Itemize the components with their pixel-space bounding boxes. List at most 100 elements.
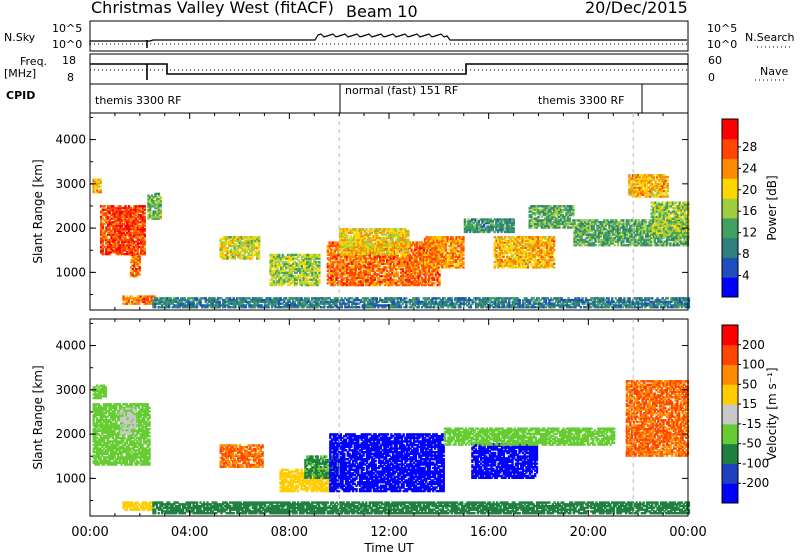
power-cell bbox=[134, 222, 138, 226]
power-cell bbox=[156, 205, 159, 208]
power-cell bbox=[140, 229, 143, 233]
power-cell bbox=[281, 275, 284, 278]
power-cell bbox=[138, 257, 141, 260]
power-cell bbox=[326, 252, 330, 255]
power-cell bbox=[286, 275, 290, 278]
power-cell bbox=[149, 203, 152, 206]
power-cell bbox=[115, 224, 119, 227]
power-cell bbox=[342, 260, 345, 264]
power-cell bbox=[99, 178, 102, 181]
power-cell bbox=[108, 222, 112, 226]
power-cell bbox=[552, 262, 556, 266]
power-cell bbox=[331, 266, 335, 269]
power-cell bbox=[99, 221, 103, 224]
power-cell bbox=[120, 219, 124, 222]
power-cell bbox=[124, 252, 127, 256]
power-cell bbox=[157, 203, 161, 206]
power-cell bbox=[136, 295, 139, 298]
power-cell bbox=[274, 282, 277, 285]
power-cell bbox=[269, 269, 272, 273]
power-cell bbox=[143, 208, 146, 211]
power-cell bbox=[110, 229, 113, 233]
power-cell bbox=[135, 273, 138, 276]
power-cell bbox=[110, 240, 113, 243]
power-cell bbox=[313, 266, 316, 269]
power-cell bbox=[108, 251, 112, 254]
power-cell bbox=[283, 282, 286, 285]
power-cell bbox=[316, 269, 319, 273]
power-cell bbox=[345, 267, 349, 271]
power-cell bbox=[138, 298, 141, 302]
power-cell bbox=[113, 215, 117, 219]
power-cell bbox=[141, 245, 145, 249]
power-cell bbox=[134, 244, 138, 247]
power-cell bbox=[309, 283, 312, 287]
power-cell bbox=[276, 271, 279, 274]
power-cell bbox=[306, 266, 309, 269]
power-cell bbox=[113, 233, 117, 236]
power-cell bbox=[131, 295, 134, 298]
power-cell bbox=[224, 253, 228, 257]
power-cell bbox=[328, 282, 331, 285]
power-cell bbox=[233, 236, 236, 239]
power-cell bbox=[131, 255, 134, 258]
power-cell bbox=[122, 297, 125, 300]
power-cell bbox=[140, 242, 143, 245]
power-cell bbox=[154, 194, 157, 197]
power-cell bbox=[278, 264, 281, 267]
power-cell bbox=[292, 257, 295, 260]
power-cell bbox=[344, 282, 347, 285]
power-cell bbox=[302, 259, 305, 262]
power-cell bbox=[335, 243, 338, 246]
power-cell bbox=[226, 252, 229, 255]
power-cell bbox=[156, 199, 159, 203]
power-cell bbox=[328, 252, 331, 255]
power-cell bbox=[133, 242, 136, 245]
power-cell bbox=[127, 217, 131, 220]
power-cell bbox=[300, 269, 304, 273]
power-cell bbox=[293, 266, 297, 269]
power-cell bbox=[101, 206, 105, 210]
power-cell bbox=[117, 244, 120, 247]
power-cell bbox=[254, 236, 257, 239]
power-cell bbox=[149, 196, 152, 199]
power-cell bbox=[140, 240, 143, 243]
power-cell bbox=[451, 236, 455, 239]
power-cell bbox=[295, 267, 298, 271]
power-cell bbox=[307, 264, 311, 267]
power-cell bbox=[115, 221, 119, 224]
power-cell bbox=[126, 231, 129, 235]
power-cell bbox=[223, 237, 226, 241]
power-cell bbox=[99, 247, 103, 250]
freq-tick-top: 18 bbox=[62, 54, 76, 67]
power-cell bbox=[106, 247, 110, 250]
power-cell bbox=[342, 255, 345, 258]
power-cell bbox=[249, 248, 252, 251]
power-cell bbox=[135, 271, 138, 274]
power-cell bbox=[335, 278, 338, 281]
power-cell bbox=[122, 242, 125, 245]
power-cell bbox=[131, 217, 134, 220]
power-cell bbox=[113, 221, 117, 224]
power-cell bbox=[140, 245, 143, 249]
power-cell bbox=[105, 228, 108, 231]
power-cell bbox=[250, 241, 254, 244]
power-cell bbox=[141, 217, 145, 220]
power-cell bbox=[112, 236, 115, 240]
power-cell bbox=[333, 280, 337, 283]
power-cell bbox=[103, 238, 106, 242]
power-cell bbox=[331, 262, 335, 266]
power-cell bbox=[330, 271, 333, 274]
power-cell bbox=[302, 269, 305, 273]
power-cell bbox=[331, 253, 335, 257]
power-cell bbox=[133, 262, 136, 266]
power-cell bbox=[154, 199, 157, 203]
power-cell bbox=[99, 231, 103, 235]
power-cell bbox=[112, 224, 115, 227]
power-cell bbox=[271, 257, 274, 260]
power-cell bbox=[254, 252, 257, 255]
power-cell bbox=[117, 249, 120, 252]
power-cell bbox=[110, 213, 113, 217]
power-cell bbox=[129, 228, 132, 231]
power-cell bbox=[272, 271, 276, 274]
